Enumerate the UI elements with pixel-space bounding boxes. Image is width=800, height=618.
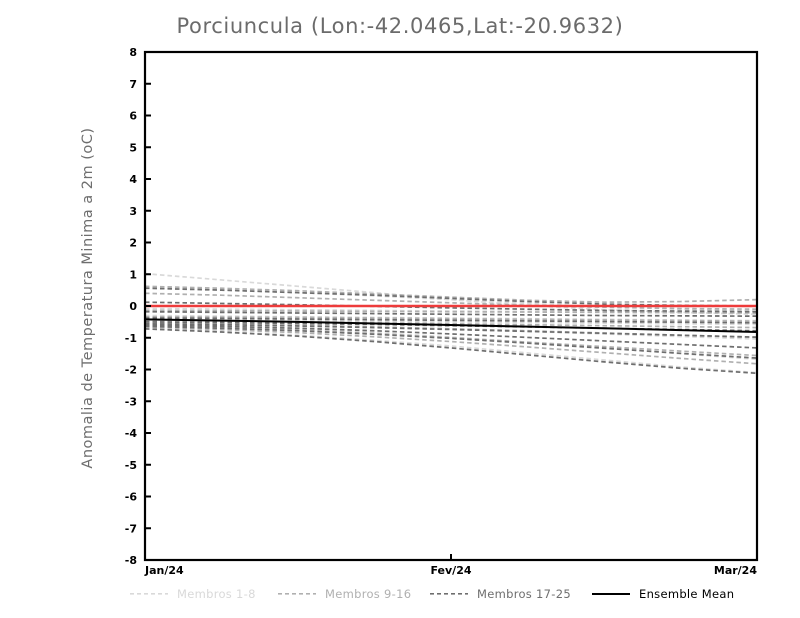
ensemble-member-line [144, 322, 758, 338]
y-tick-label: -8 [125, 554, 137, 567]
ensemble-member-line [144, 292, 758, 311]
ensemble-member-line [144, 315, 758, 323]
ensemble-member-line [144, 324, 758, 357]
ensemble-mean-line [144, 318, 758, 334]
ensemble-member-line [144, 325, 758, 359]
y-tick-label: 8 [129, 46, 137, 59]
legend-entry: Membros 9-16 [278, 586, 411, 602]
ensemble-member-line [144, 321, 758, 340]
ensemble-member-line [144, 301, 758, 313]
y-tick-label: 6 [129, 110, 137, 123]
y-tick-label: 2 [129, 237, 137, 250]
legend-swatch [278, 588, 316, 600]
y-tick-label: 1 [129, 268, 137, 281]
legend-label: Membros 17-25 [477, 587, 571, 601]
legend-label: Ensemble Mean [639, 587, 735, 601]
y-tick-label: 5 [129, 141, 137, 154]
y-tick-label: 4 [129, 173, 137, 186]
ensemble-member-line [144, 327, 758, 374]
legend-swatch [130, 588, 168, 600]
ensemble-member-line [144, 319, 758, 329]
legend-swatch [430, 588, 468, 600]
chart-legend: Membros 1-8 Membros 9-16 Membros 17-25 Ense… [130, 586, 780, 602]
y-tick-label: -6 [125, 491, 138, 504]
y-tick-label: 3 [129, 205, 137, 218]
ensemble-member-line [144, 285, 758, 304]
y-tick-label: -7 [125, 522, 137, 535]
legend-entry: Membros 1-8 [130, 586, 256, 602]
tick-labels-layer: 8 7 6 5 4 3 2 1 0 -1 -2 -3 -4 -5 -6 -7 -8 Jan/24 Fev/24 Mar… [125, 46, 758, 577]
x-tick-label: Mar/24 [714, 564, 757, 577]
axes-layer [143, 50, 759, 562]
ensemble-member-line [144, 309, 758, 314]
x-tick-label: Fev/24 [430, 564, 471, 577]
legend-label: Membros 1-8 [177, 587, 256, 601]
ensemble-member-line [144, 326, 758, 365]
y-tick-label: -1 [125, 332, 137, 345]
legend-swatch [592, 592, 630, 597]
ensemble-member-line [144, 324, 758, 349]
y-tick-label: 0 [129, 300, 137, 313]
y-axis-label: Anomalia de Temperatura Minima a 2m (oC) [80, 127, 96, 469]
series-layer [144, 272, 758, 375]
ensemble-member-line [144, 310, 758, 318]
ensemble-member-line [144, 318, 758, 326]
chart-title: Porciuncula (Lon:-42.0465,Lat:-20.9632) [176, 14, 624, 38]
y-tick-label: 7 [129, 78, 137, 91]
ensemble-member-line [144, 317, 758, 324]
x-tick-label: Jan/24 [144, 564, 184, 577]
y-tick-label: -5 [125, 459, 137, 472]
y-tick-label: -4 [125, 427, 138, 440]
legend-entry: Membros 17-25 [430, 586, 571, 602]
y-tick-label: -3 [125, 395, 137, 408]
ensemble-mean-path [144, 318, 758, 334]
y-tick-label: -2 [125, 364, 137, 377]
legend-label: Membros 9-16 [325, 587, 412, 601]
legend-entry: Ensemble Mean [592, 586, 734, 602]
ensemble-member-line [144, 328, 758, 375]
